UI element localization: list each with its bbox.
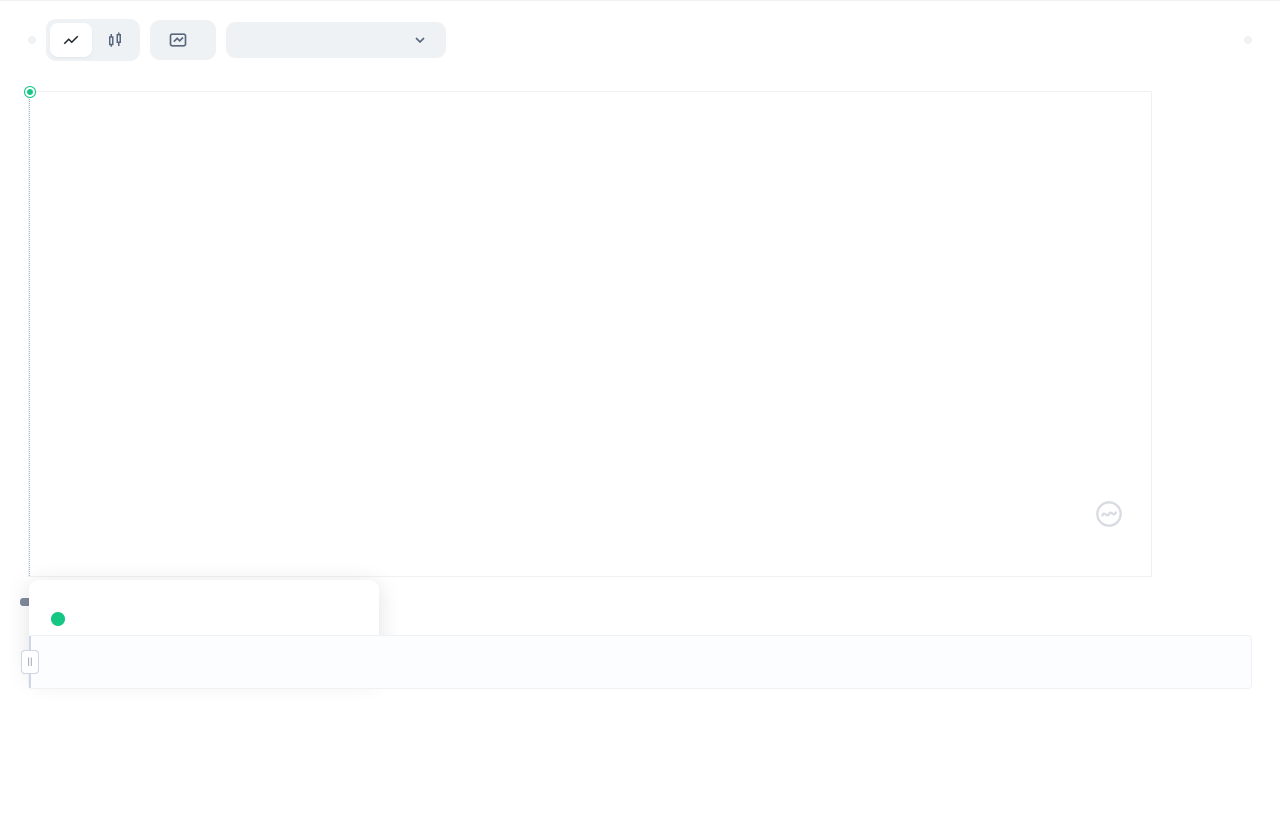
chevron-down-icon	[412, 32, 428, 48]
compare-dropdown[interactable]	[226, 22, 446, 58]
candlestick-button[interactable]	[94, 23, 136, 57]
view-toggle	[28, 36, 36, 44]
hover-price-badge	[1197, 576, 1213, 584]
time-range-group	[1244, 36, 1252, 44]
minimap[interactable]: || ||	[28, 635, 1252, 689]
y-axis	[1154, 91, 1214, 577]
chart-controls	[0, 1, 1280, 71]
line-chart-button[interactable]	[50, 23, 92, 57]
x-axis	[28, 581, 1152, 621]
chart-type-toggle	[46, 19, 140, 61]
watermark	[1095, 500, 1131, 528]
crosshair	[29, 92, 30, 576]
minimap-x-axis	[28, 695, 1252, 719]
price-chart[interactable]	[28, 91, 1252, 621]
minimap-selection[interactable]: || ||	[29, 636, 31, 688]
tradingview-button[interactable]	[150, 20, 216, 60]
minimap-handle-right[interactable]: ||	[21, 650, 39, 674]
